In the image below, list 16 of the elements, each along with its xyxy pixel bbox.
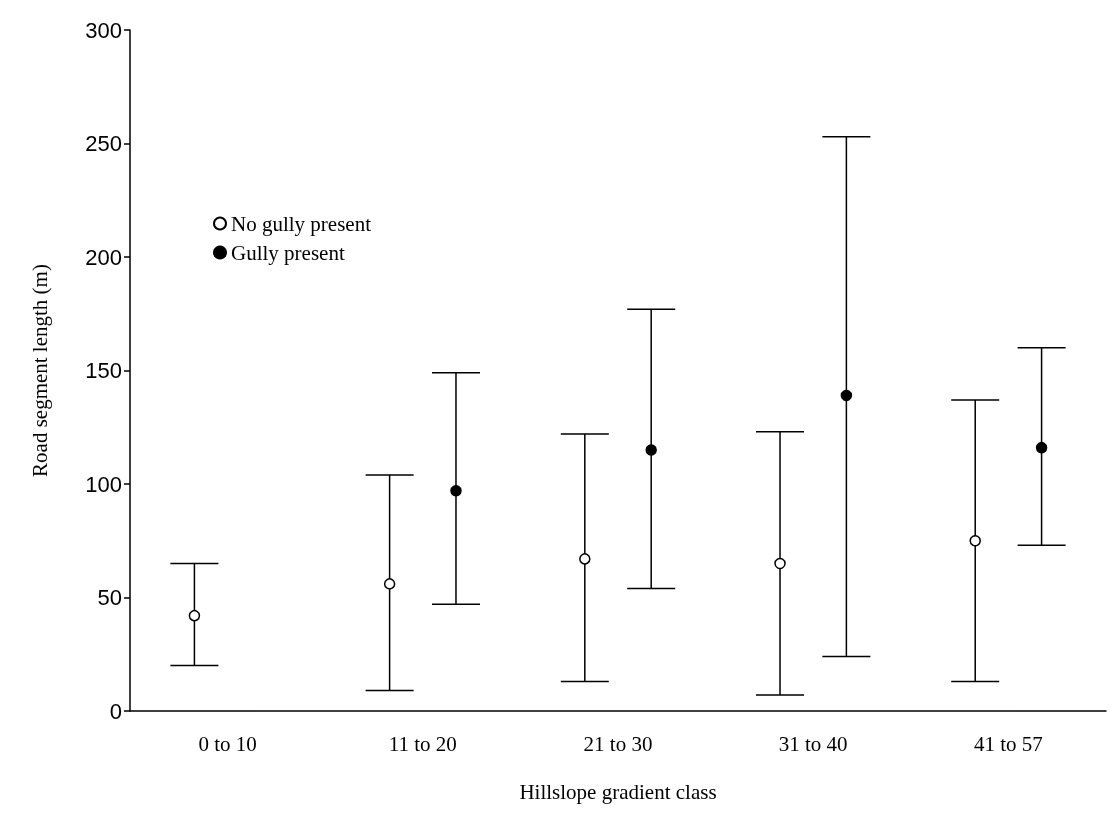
- y-tick-label: 50: [97, 585, 122, 610]
- y-axis-title: Road segment length (m): [27, 264, 52, 477]
- x-tick-label: 31 to 40: [778, 731, 848, 756]
- y-tick-label: 250: [85, 131, 122, 156]
- y-tick-label: 0: [109, 698, 122, 724]
- legend-label: No gully present: [231, 211, 372, 236]
- y-tick-label: 100: [85, 471, 122, 497]
- x-tick-label: 11 to 20: [388, 731, 457, 756]
- x-tick-label: 0 to 10: [198, 731, 257, 756]
- x-tick-label: 21 to 30: [583, 731, 653, 756]
- y-tick-label: 150: [85, 358, 122, 383]
- x-tick-label: 41 to 57: [973, 731, 1043, 756]
- legend-label: Gully present: [231, 240, 345, 265]
- y-tick-label: 200: [85, 244, 122, 270]
- y-tick-label: 300: [85, 17, 122, 43]
- x-axis-title: Hillslope gradient class: [519, 779, 717, 804]
